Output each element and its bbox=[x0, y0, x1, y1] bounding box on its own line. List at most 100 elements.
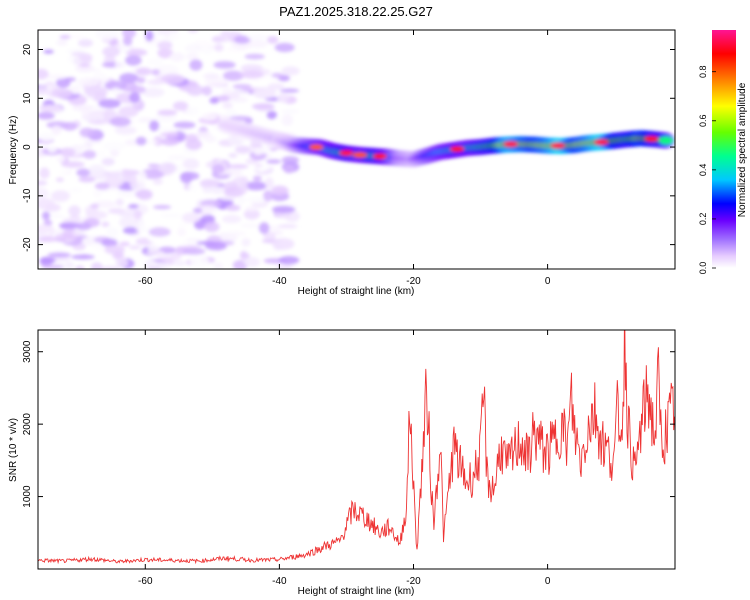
noise-blob bbox=[98, 99, 121, 109]
noise-blob bbox=[148, 227, 171, 237]
signal-hotspot bbox=[309, 144, 324, 150]
noise-blob bbox=[276, 93, 290, 103]
colorbar-tick-label: 0.0 bbox=[698, 262, 708, 275]
noise-blob bbox=[214, 43, 224, 52]
noise-blob bbox=[168, 32, 182, 41]
noise-blob bbox=[244, 53, 265, 60]
signal-hotspot bbox=[594, 139, 609, 145]
signal-hotspot bbox=[550, 142, 565, 149]
noise-blob bbox=[43, 49, 54, 54]
noise-blob bbox=[251, 103, 275, 110]
noise-blob bbox=[115, 257, 129, 268]
signal-core bbox=[659, 136, 674, 145]
spectrogram-y-tick-label: -10 bbox=[22, 188, 33, 203]
noise-blob bbox=[195, 131, 212, 139]
noise-blob bbox=[281, 66, 300, 76]
noise-blob bbox=[247, 39, 268, 49]
noise-blob bbox=[209, 97, 219, 104]
noise-blob bbox=[172, 101, 189, 111]
noise-blob bbox=[101, 238, 118, 247]
noise-blob bbox=[205, 77, 229, 87]
noise-blob bbox=[264, 177, 274, 189]
colorbar-label: Normalized spectral amplitude bbox=[737, 82, 748, 217]
noise-blob bbox=[167, 155, 187, 161]
noise-blob bbox=[153, 136, 163, 146]
noise-blob bbox=[211, 164, 225, 174]
noise-blob bbox=[42, 211, 50, 220]
noise-blob bbox=[75, 265, 85, 269]
noise-blob bbox=[94, 182, 110, 190]
noise-blob bbox=[58, 222, 82, 229]
noise-blob bbox=[136, 220, 145, 228]
signal-hotspot bbox=[339, 150, 354, 156]
noise-blob bbox=[47, 252, 71, 258]
noise-blob bbox=[122, 226, 139, 235]
snr-x-tick-label: 0 bbox=[545, 576, 551, 587]
noise-blob bbox=[104, 245, 125, 255]
snr-line-layer bbox=[38, 330, 675, 565]
noise-blob bbox=[39, 257, 56, 264]
noise-blob bbox=[274, 42, 295, 53]
noise-blob bbox=[82, 150, 97, 159]
noise-blob bbox=[252, 175, 262, 182]
noise-blob bbox=[189, 255, 210, 268]
noise-blob bbox=[274, 116, 283, 122]
snr-panel: -60 -40 -20 0 1000 2000 3000 Height of straigh… bbox=[8, 329, 676, 597]
snr-y-axis-label: SNR (10 * v/v) bbox=[8, 418, 19, 482]
noise-blob bbox=[161, 73, 185, 85]
noise-blob bbox=[138, 117, 154, 123]
noise-blob bbox=[70, 85, 80, 95]
noise-blob bbox=[272, 230, 284, 235]
noise-blob bbox=[254, 162, 263, 169]
noise-blob bbox=[204, 241, 227, 251]
noise-blob bbox=[267, 36, 279, 44]
noise-blob bbox=[201, 112, 218, 121]
noise-blob bbox=[283, 164, 295, 174]
noise-blob bbox=[252, 87, 277, 99]
noise-blob bbox=[237, 195, 246, 205]
noise-blob bbox=[164, 127, 179, 134]
noise-blob bbox=[115, 198, 124, 206]
noise-blob bbox=[59, 34, 71, 40]
noise-blob bbox=[122, 36, 133, 46]
spectrogram-heatmap bbox=[38, 30, 675, 269]
noise-blob bbox=[68, 205, 81, 217]
noise-blob bbox=[222, 102, 233, 109]
noise-blob bbox=[223, 186, 245, 197]
noise-blob bbox=[253, 148, 263, 156]
noise-blob bbox=[152, 178, 163, 185]
noise-blob bbox=[75, 64, 95, 73]
noise-blob bbox=[136, 77, 146, 84]
noise-blob bbox=[275, 264, 293, 269]
noise-blob bbox=[220, 31, 241, 37]
noise-blob bbox=[198, 207, 218, 214]
noise-blob bbox=[104, 80, 127, 91]
noise-blob bbox=[281, 156, 300, 164]
noise-blob bbox=[224, 169, 243, 176]
noise-blob bbox=[95, 30, 119, 40]
noise-blob bbox=[129, 92, 141, 103]
chart-title: PAZ1.2025.318.22.25.G27 bbox=[279, 4, 433, 19]
noise-blob bbox=[193, 207, 203, 214]
noise-blob bbox=[61, 161, 85, 168]
noise-blob bbox=[185, 106, 200, 117]
noise-blob bbox=[93, 72, 107, 81]
noise-blob bbox=[243, 209, 260, 220]
noise-blob bbox=[173, 121, 196, 129]
noise-blob bbox=[154, 113, 177, 122]
noise-blob bbox=[225, 204, 241, 211]
noise-blob bbox=[72, 231, 82, 237]
noise-blob bbox=[101, 157, 115, 166]
spectrogram-x-tick-label: -60 bbox=[138, 276, 153, 287]
noise-blob bbox=[180, 171, 200, 181]
noise-blob bbox=[48, 30, 61, 38]
noise-blob bbox=[77, 77, 100, 87]
signal-hotspot bbox=[503, 141, 518, 147]
noise-blob bbox=[38, 224, 55, 234]
noise-blob bbox=[118, 106, 139, 118]
noise-blob bbox=[244, 244, 258, 255]
noise-blob bbox=[38, 198, 55, 210]
snr-x-axis-label: Height of straight line (km) bbox=[298, 586, 415, 597]
noise-blob bbox=[56, 156, 66, 163]
noise-blob bbox=[203, 73, 220, 80]
